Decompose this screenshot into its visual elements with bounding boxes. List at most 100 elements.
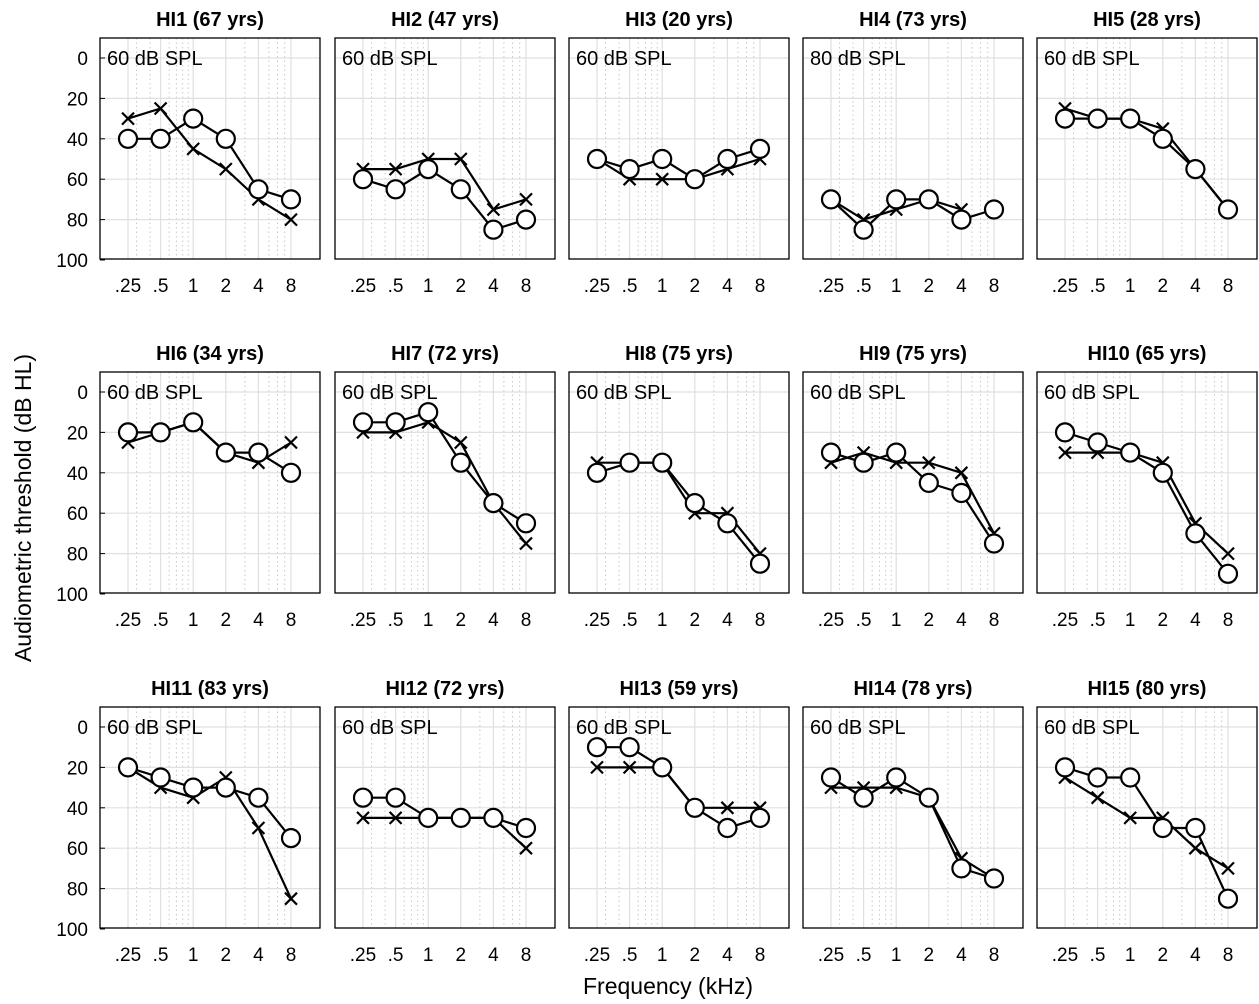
circle-marker <box>918 787 939 808</box>
x-tick-label: 1 <box>1125 276 1136 297</box>
cross-marker <box>519 192 533 207</box>
circle-marker <box>684 169 705 190</box>
panel-frame <box>99 37 321 260</box>
x-tick-label: 4 <box>1190 945 1201 966</box>
series-line-cross <box>597 461 761 555</box>
circle-marker <box>183 108 204 129</box>
level-annotation: 60 dB SPL <box>810 382 906 404</box>
panel-title: HI5 (28 yrs) <box>1093 9 1201 31</box>
x-tick-label: 4 <box>253 610 264 631</box>
panel-10: HI10 (65 yrs) 60 dB SPL .25 .5 1 2 4 8 <box>1036 343 1258 631</box>
circle-marker <box>853 219 874 240</box>
circle-marker <box>619 737 640 758</box>
circle-marker <box>450 452 471 473</box>
circle-marker <box>352 169 374 190</box>
x-tick-label: .25 <box>584 945 610 966</box>
y-tick-label: 60 <box>67 504 88 525</box>
circle-marker <box>1185 159 1206 180</box>
y-tick-label: 60 <box>67 170 88 191</box>
x-tick-label: 4 <box>956 610 967 631</box>
x-tick-label: 1 <box>891 610 902 631</box>
circle-marker <box>248 442 269 463</box>
y-tick-label: 40 <box>67 130 88 151</box>
circle-marker <box>150 128 171 149</box>
cross-marker <box>356 811 370 825</box>
x-tick-label: 2 <box>924 945 935 966</box>
circle-marker <box>450 179 471 200</box>
circle-marker <box>951 482 972 504</box>
circle-marker <box>515 209 537 230</box>
x-tick-label: 4 <box>722 610 733 631</box>
circle-marker <box>619 452 640 473</box>
panel-frame <box>334 706 556 929</box>
panel-frame <box>334 37 556 260</box>
x-tick-label: 1 <box>657 945 668 966</box>
y-tick-label: 0 <box>77 49 88 70</box>
level-annotation: 60 dB SPL <box>342 717 438 739</box>
panel-title: HI3 (20 yrs) <box>625 9 733 31</box>
level-annotation: 60 dB SPL <box>342 382 438 404</box>
level-annotation: 60 dB SPL <box>576 382 672 404</box>
panel-frame <box>802 371 1024 594</box>
cross-marker <box>284 435 298 450</box>
panel-frame <box>802 37 1024 260</box>
circle-marker <box>215 128 236 149</box>
circle-marker <box>117 422 139 443</box>
panel-5: HI5 (28 yrs) 60 dB SPL .25 .5 1 2 4 8 <box>1036 9 1258 297</box>
circle-marker <box>619 159 640 180</box>
panel-title: HI6 (34 yrs) <box>156 343 264 365</box>
x-tick-label: 8 <box>989 945 1000 966</box>
cross-marker <box>186 142 200 156</box>
circle-marker <box>886 442 907 463</box>
circle-marker <box>983 533 1005 554</box>
x-tick-label: .25 <box>350 945 376 966</box>
y-tick-label: 80 <box>67 545 88 566</box>
x-tick-label: 1 <box>657 276 668 297</box>
panel-14: HI14 (78 yrs) 60 dB SPL .25 .5 1 2 4 8 <box>802 678 1024 966</box>
x-tick-label: 2 <box>690 276 701 297</box>
cross-marker <box>121 111 135 126</box>
circle-marker <box>483 807 504 829</box>
panel-13: HI13 (59 yrs) 60 dB SPL .25 .5 1 2 4 8 <box>568 678 790 966</box>
circle-marker <box>853 452 874 473</box>
x-tick-label: .5 <box>622 945 638 966</box>
y-tick-label: 100 <box>56 251 88 272</box>
cross-marker <box>1058 445 1072 460</box>
level-annotation: 60 dB SPL <box>576 48 672 70</box>
circle-marker <box>418 807 439 829</box>
x-tick-label: 8 <box>286 610 297 631</box>
x-tick-label: 1 <box>423 610 434 631</box>
level-annotation: 60 dB SPL <box>107 48 203 70</box>
x-tick-label: 8 <box>1223 610 1234 631</box>
panel-4: HI4 (73 yrs) 80 dB SPL .25 .5 1 2 4 8 <box>802 9 1024 297</box>
y-tick-label: 60 <box>67 839 88 860</box>
circle-marker <box>820 767 842 788</box>
x-tick-label: 2 <box>924 610 935 631</box>
cross-marker <box>519 536 533 551</box>
x-tick-label: 4 <box>1190 610 1201 631</box>
x-tick-label: 1 <box>891 276 902 297</box>
circle-marker <box>248 179 269 200</box>
circle-marker <box>418 402 439 423</box>
cross-marker <box>284 891 298 906</box>
circle-marker <box>820 189 842 210</box>
x-tick-label: .25 <box>115 945 141 966</box>
x-tick-label: 2 <box>924 276 935 297</box>
x-tick-label: 4 <box>956 945 967 966</box>
x-tick-label: 8 <box>989 610 1000 631</box>
x-tick-label: 8 <box>521 610 532 631</box>
x-tick-label: .5 <box>856 945 872 966</box>
x-tick-label: .25 <box>1052 610 1078 631</box>
x-tick-label: .5 <box>153 276 169 297</box>
x-tick-label: 4 <box>488 276 499 297</box>
panel-frame <box>1036 37 1258 260</box>
x-tick-label: 1 <box>188 610 199 631</box>
circle-marker <box>749 807 771 829</box>
level-annotation: 60 dB SPL <box>342 48 438 70</box>
cross-marker <box>1221 546 1235 561</box>
panel-title: HI9 (75 yrs) <box>859 343 967 365</box>
panel-frame <box>568 37 790 260</box>
panel-frame <box>802 706 1024 929</box>
circle-marker <box>951 858 972 879</box>
